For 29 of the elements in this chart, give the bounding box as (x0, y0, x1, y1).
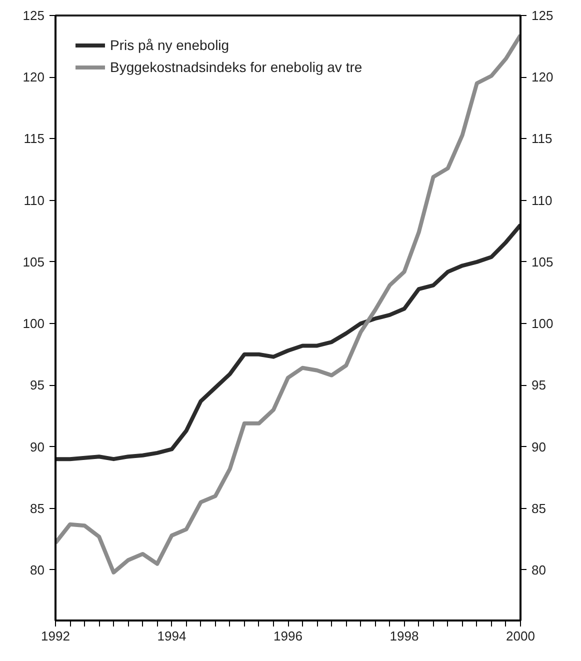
y2-tick-label: 80 (532, 562, 546, 578)
legend-label: Byggekostnadsindeks for enebolig av tre (110, 59, 362, 75)
y2-tick-label: 95 (532, 378, 546, 393)
y-tick-label: 120 (22, 70, 45, 85)
y2-tick-label: 120 (532, 70, 554, 85)
y-tick-label: 80 (30, 562, 45, 578)
y2-tick-label: 115 (532, 131, 552, 146)
line-series (56, 33, 520, 574)
x-tick-label: 1998 (390, 628, 419, 644)
y-tick-label: 90 (30, 439, 45, 454)
line-series (56, 222, 520, 462)
y2-tick-label: 125 (532, 8, 554, 23)
y-tick-label: 105 (22, 254, 45, 270)
y-tick-label: 115 (24, 131, 45, 146)
legend-label: Pris på ny enebolig (110, 37, 230, 53)
y-tick-label: 95 (30, 378, 45, 393)
y-tick-label: 100 (22, 316, 45, 332)
x-tick-label: 1996 (274, 628, 302, 644)
y-tick-label: 125 (22, 8, 45, 23)
y2-tick-label: 85 (532, 500, 546, 516)
x-tick-label: 2000 (506, 628, 535, 644)
y2-tick-label: 100 (532, 316, 554, 332)
y-tick-label: 85 (30, 500, 45, 516)
y-tick-label: 110 (24, 192, 45, 208)
y2-tick-label: 90 (532, 439, 546, 454)
y2-tick-label: 110 (532, 192, 552, 208)
y2-tick-label: 105 (532, 254, 554, 270)
x-tick-label: 1992 (41, 628, 70, 644)
x-tick-label: 1994 (157, 628, 186, 644)
